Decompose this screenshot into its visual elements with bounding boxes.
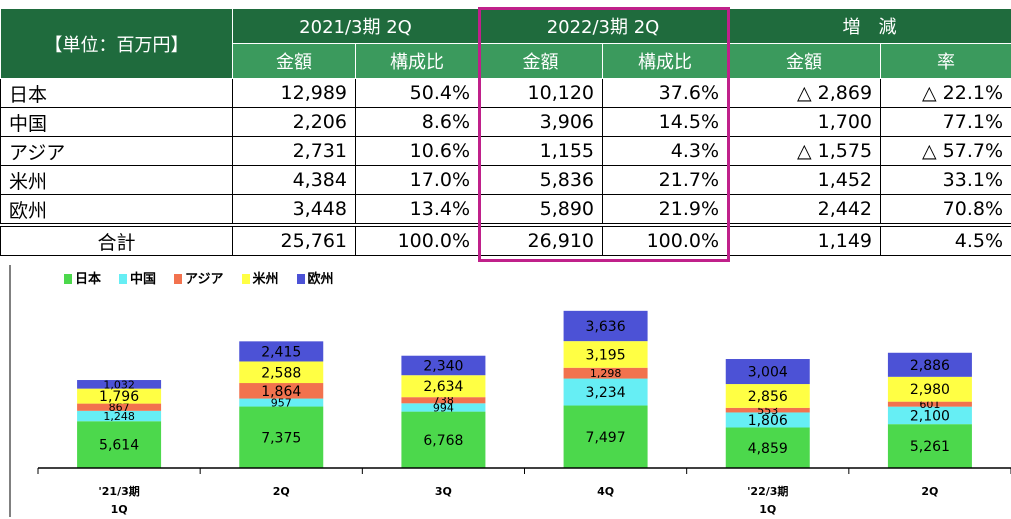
- data-label: 2,634: [423, 379, 463, 395]
- row-label: 合計: [1, 225, 233, 256]
- x-tick-label: 2Q: [221, 483, 341, 501]
- row-label: 中国: [1, 108, 233, 137]
- cell: 33.1%: [881, 166, 1011, 195]
- data-label: 7,497: [586, 430, 626, 446]
- cell: 5,890: [479, 195, 603, 226]
- data-label: 2,886: [910, 358, 950, 374]
- x-tick-label: '21/3期 1Q: [59, 483, 179, 519]
- data-label: 1,864: [261, 384, 301, 400]
- data-label: 1,298: [590, 367, 622, 380]
- data-label: 4,859: [748, 441, 788, 457]
- cell: 1,155: [479, 137, 603, 166]
- row-label: 米州: [1, 166, 233, 195]
- cell: 13.4%: [356, 195, 479, 226]
- cell: 2,206: [233, 108, 356, 137]
- cell: 1,700: [728, 108, 881, 137]
- cell: 5,836: [479, 166, 603, 195]
- group-header: 2022/3期 2Q: [479, 9, 728, 44]
- data-label: 2,340: [423, 358, 463, 374]
- group-header: 増 減: [728, 9, 1011, 44]
- data-label: 3,195: [586, 347, 626, 363]
- cell: 25,761: [233, 225, 356, 256]
- cell: 26,910: [479, 225, 603, 256]
- cell: 10.6%: [356, 137, 479, 166]
- subheader: 金額: [728, 44, 881, 79]
- subheader: 率: [881, 44, 1011, 79]
- row-label: 欧州: [1, 195, 233, 226]
- cell: △ 57.7%: [881, 137, 1011, 166]
- data-label: 1,032: [103, 378, 135, 391]
- cell: 2,442: [728, 195, 881, 226]
- cell: 2,731: [233, 137, 356, 166]
- data-label: 6,768: [423, 433, 463, 449]
- x-tick-label: 2Q: [870, 483, 990, 501]
- cell: 70.8%: [881, 195, 1011, 226]
- group-header: 2021/3期 2Q: [233, 9, 479, 44]
- x-tick-label: '22/3期 1Q: [708, 483, 828, 519]
- cell: △ 2,869: [728, 79, 881, 108]
- data-label: 2,415: [261, 344, 301, 360]
- cell: 12,989: [233, 79, 356, 108]
- cell: 50.4%: [356, 79, 479, 108]
- subheader: 構成比: [603, 44, 728, 79]
- cell: 8.6%: [356, 108, 479, 137]
- cell: 100.0%: [603, 225, 728, 256]
- cell: 14.5%: [603, 108, 728, 137]
- data-label: 5,614: [99, 438, 139, 454]
- x-tick-label: 3Q: [383, 483, 503, 501]
- x-tick-label: 4Q: [546, 483, 666, 501]
- data-label: 7,375: [261, 430, 301, 446]
- chart: 5,6141,2488671,7961,0327,3759571,8642,58…: [0, 265, 1011, 517]
- subheader: 金額: [233, 44, 356, 79]
- subheader: 金額: [479, 44, 603, 79]
- cell: 4.3%: [603, 137, 728, 166]
- data-label: 3,234: [586, 385, 626, 401]
- cell: 1,452: [728, 166, 881, 195]
- cell: 37.6%: [603, 79, 728, 108]
- data-label: 2,588: [261, 365, 301, 381]
- cell: 4,384: [233, 166, 356, 195]
- cell: △ 22.1%: [881, 79, 1011, 108]
- row-label: 日本: [1, 79, 233, 108]
- cell: 77.1%: [881, 108, 1011, 137]
- data-label: 2,856: [748, 389, 788, 405]
- data-label: 3,636: [586, 319, 626, 335]
- cell: 21.7%: [603, 166, 728, 195]
- data-label: 1,796: [99, 389, 139, 405]
- unit-label: 【単位：百万円】: [1, 9, 233, 79]
- cell: 1,149: [728, 225, 881, 256]
- subheader: 構成比: [356, 44, 479, 79]
- cell: △ 1,575: [728, 137, 881, 166]
- data-label: 5,261: [910, 439, 950, 455]
- cell: 21.9%: [603, 195, 728, 226]
- cell: 100.0%: [356, 225, 479, 256]
- cell: 10,120: [479, 79, 603, 108]
- cell: 17.0%: [356, 166, 479, 195]
- data-label: 2,980: [910, 382, 950, 398]
- cell: 3,448: [233, 195, 356, 226]
- cell: 4.5%: [881, 225, 1011, 256]
- row-label: アジア: [1, 137, 233, 166]
- cell: 3,906: [479, 108, 603, 137]
- data-label: 3,004: [748, 365, 788, 381]
